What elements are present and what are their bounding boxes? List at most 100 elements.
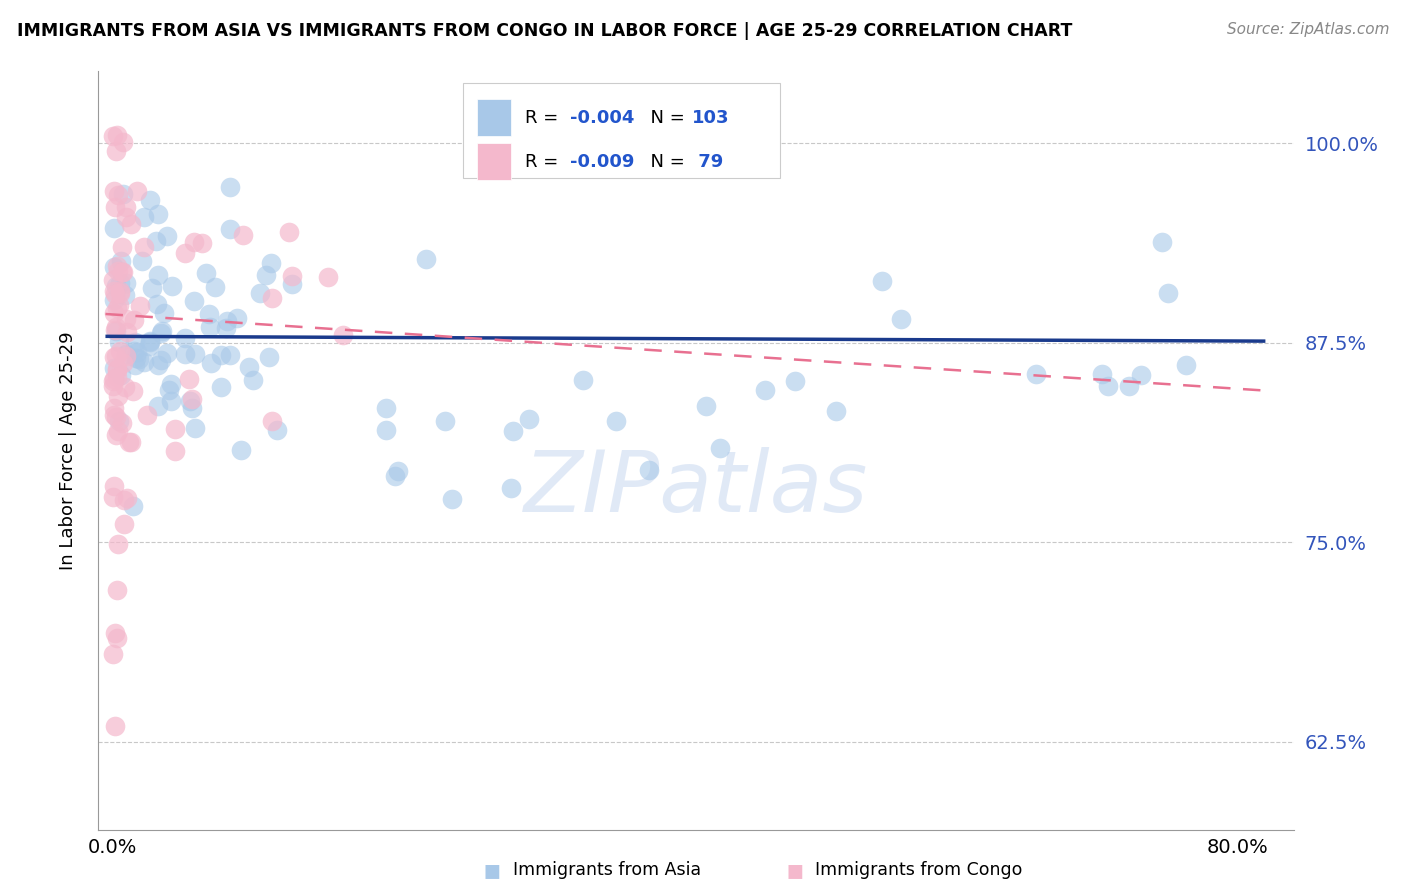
Point xyxy=(108,285,131,299)
Point xyxy=(198,307,221,321)
Point xyxy=(200,356,222,370)
Point xyxy=(194,267,217,281)
Point xyxy=(174,347,197,361)
Point xyxy=(183,235,205,249)
Point xyxy=(499,482,522,496)
Point xyxy=(215,320,238,334)
Point xyxy=(115,276,138,290)
Point xyxy=(121,499,143,513)
Point xyxy=(129,299,152,313)
Point xyxy=(111,240,134,254)
Point xyxy=(278,225,301,239)
Point xyxy=(145,234,167,248)
Point xyxy=(107,424,129,438)
Point xyxy=(104,322,127,336)
Point xyxy=(254,268,277,282)
Point xyxy=(754,384,776,398)
Point xyxy=(387,464,409,478)
Point xyxy=(375,401,398,415)
Point xyxy=(384,468,406,483)
Point xyxy=(124,335,146,350)
Point xyxy=(107,264,129,278)
Point xyxy=(111,265,134,279)
Point xyxy=(112,356,135,370)
Point xyxy=(103,401,125,415)
Point xyxy=(204,280,226,294)
Point xyxy=(181,392,204,406)
Text: Source: ZipAtlas.com: Source: ZipAtlas.com xyxy=(1226,22,1389,37)
Text: 79: 79 xyxy=(692,153,724,170)
Point xyxy=(184,421,207,435)
Point xyxy=(111,265,134,279)
Point xyxy=(128,352,150,367)
Point xyxy=(114,379,136,393)
Point xyxy=(218,348,240,362)
Point xyxy=(110,343,132,358)
Point xyxy=(200,319,222,334)
Text: R =: R = xyxy=(524,153,564,170)
Point xyxy=(1157,286,1180,301)
Point xyxy=(260,256,283,270)
Point xyxy=(105,362,128,376)
Point xyxy=(1150,235,1173,249)
Point xyxy=(332,328,354,343)
Text: N =: N = xyxy=(638,109,690,127)
Point xyxy=(266,423,288,437)
Point xyxy=(605,414,627,428)
Point xyxy=(110,368,132,383)
Point xyxy=(105,260,128,274)
Point xyxy=(138,339,160,353)
Point xyxy=(103,350,125,364)
Point xyxy=(103,409,125,423)
Point xyxy=(134,355,156,369)
Text: ▪: ▪ xyxy=(785,855,804,884)
Point xyxy=(105,631,128,645)
Point xyxy=(101,647,124,661)
Point xyxy=(517,412,540,426)
Text: -0.009: -0.009 xyxy=(571,153,636,170)
Point xyxy=(103,360,125,375)
Point xyxy=(163,443,186,458)
Point xyxy=(103,260,125,274)
Point xyxy=(138,193,160,207)
Point xyxy=(112,516,135,531)
Point xyxy=(107,188,129,202)
Point xyxy=(104,144,127,158)
Point xyxy=(157,383,180,397)
Point xyxy=(139,334,162,348)
Point xyxy=(180,401,202,415)
Point xyxy=(104,200,127,214)
Point xyxy=(127,184,149,198)
Point xyxy=(111,186,134,201)
Point xyxy=(162,279,184,293)
Point xyxy=(870,274,893,288)
Point xyxy=(103,184,125,198)
FancyBboxPatch shape xyxy=(477,144,510,180)
Point xyxy=(183,346,205,360)
Point xyxy=(695,399,717,413)
Point xyxy=(415,252,437,267)
Point xyxy=(156,229,179,244)
Point xyxy=(502,424,524,438)
Point xyxy=(149,326,172,341)
Point xyxy=(117,325,139,339)
FancyBboxPatch shape xyxy=(477,99,510,136)
Point xyxy=(108,276,131,290)
Point xyxy=(174,245,197,260)
Point xyxy=(103,306,125,320)
Point xyxy=(159,376,181,391)
Point xyxy=(125,351,148,365)
Point xyxy=(257,350,280,364)
Point xyxy=(134,210,156,224)
Point xyxy=(124,358,146,372)
Point xyxy=(165,422,187,436)
Point xyxy=(105,128,128,143)
Y-axis label: In Labor Force | Age 25-29: In Labor Force | Age 25-29 xyxy=(59,331,77,570)
Point xyxy=(115,347,138,361)
Point xyxy=(108,414,131,428)
Point xyxy=(114,288,136,302)
Text: 103: 103 xyxy=(692,109,730,127)
Point xyxy=(105,278,128,293)
Point xyxy=(1025,367,1047,381)
Point xyxy=(1118,378,1140,392)
